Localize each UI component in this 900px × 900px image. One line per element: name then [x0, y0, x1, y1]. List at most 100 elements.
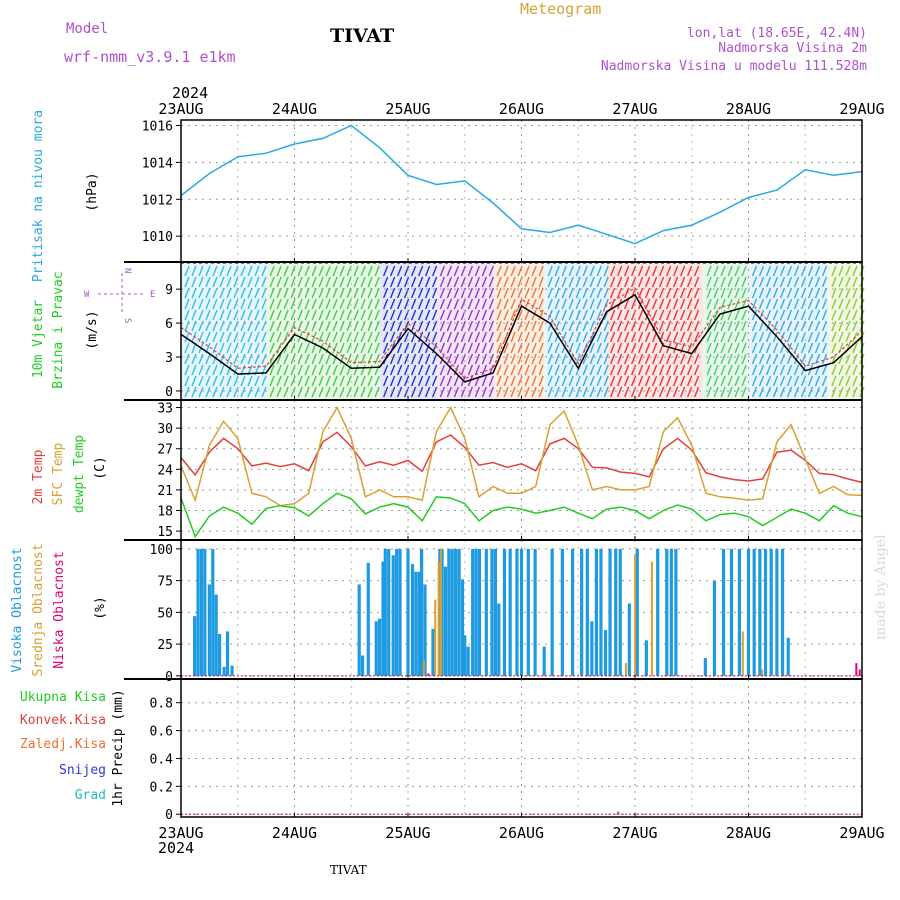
wind-barb — [318, 309, 324, 321]
wind-barb — [603, 298, 609, 310]
wind-barb — [779, 386, 786, 398]
wind-barb — [184, 353, 190, 365]
bar-visoka-oblacnost — [746, 548, 751, 676]
wind-barb — [467, 375, 474, 387]
wind-barb — [446, 342, 453, 354]
wind-barb — [786, 309, 793, 321]
wind-barb — [772, 353, 779, 365]
wind-barb — [554, 309, 560, 321]
bar-visoka-oblacnost — [721, 548, 726, 676]
wind-barb — [637, 320, 644, 332]
wind-barb — [561, 375, 567, 387]
wind-barb — [713, 320, 719, 332]
wind-barb — [410, 375, 417, 387]
lonlat-label: lon,lat (18.65E, 42.4N) — [687, 26, 867, 41]
wind-barb — [339, 353, 345, 365]
wind-barb — [779, 265, 786, 277]
bar-visoka-oblacnost — [712, 580, 717, 676]
wind-barb — [510, 298, 516, 310]
wind-barb — [686, 276, 693, 288]
wind-barb — [247, 386, 253, 398]
wind-barb — [603, 276, 609, 288]
wind-barb — [779, 287, 786, 299]
wind-barb — [304, 298, 310, 310]
bar-visoka-oblacnost — [603, 630, 608, 676]
wind-barb — [510, 375, 516, 387]
wind-barb — [431, 353, 438, 365]
wind-barb — [538, 298, 544, 310]
wind-barb — [589, 298, 595, 310]
wind-barb — [589, 342, 595, 354]
wind-barb — [686, 331, 693, 343]
wind-barb — [554, 386, 560, 398]
wind-barb — [219, 342, 225, 354]
wind-barb — [772, 386, 779, 398]
wind-barb — [212, 309, 218, 321]
wind-barb — [297, 287, 303, 299]
wind-barb — [339, 342, 345, 354]
wind-barb — [510, 276, 516, 288]
wind-barb — [741, 265, 747, 277]
wind-barb — [290, 265, 296, 277]
wind-barb — [852, 309, 858, 321]
wind-barb — [596, 298, 602, 310]
wind-barb — [325, 287, 331, 299]
wind-barb — [838, 309, 844, 321]
wind-barb — [793, 386, 800, 398]
wind-barb — [374, 375, 380, 387]
wind-barb — [403, 320, 410, 332]
wind-barb — [672, 309, 679, 321]
wind-barb — [424, 353, 431, 365]
wind-barb — [439, 364, 446, 376]
wind-barb — [623, 331, 630, 343]
wind-barb — [332, 298, 338, 310]
y-tick-label: 0 — [165, 808, 173, 823]
wind-barb — [403, 298, 410, 310]
wind-barb — [800, 375, 807, 387]
wind-barb — [531, 287, 537, 299]
wind-barb — [389, 298, 396, 310]
wind-barb — [561, 342, 567, 354]
wind-barb — [198, 309, 204, 321]
wind-barb — [720, 331, 726, 343]
wind-barb — [226, 375, 232, 387]
x-tick-label-bottom: 25AUG — [385, 824, 430, 842]
wind-barb — [713, 375, 719, 387]
wind-barb — [367, 287, 373, 299]
wind-barb — [679, 298, 686, 310]
bar-visoka-oblacnost — [383, 548, 387, 676]
wind-barb — [589, 309, 595, 321]
wind-barb — [318, 298, 324, 310]
wind-barb — [800, 364, 807, 376]
wind-barb — [616, 287, 623, 299]
wind-barb — [644, 386, 651, 398]
wind-barb — [446, 353, 453, 365]
wind-barb — [807, 287, 814, 299]
wind-barb — [679, 386, 686, 398]
wind-barb — [706, 276, 712, 288]
wind-barb — [261, 287, 267, 299]
wind-barb — [233, 298, 239, 310]
wind-barb — [247, 375, 253, 387]
wind-barb — [396, 342, 403, 354]
precip-legend-snow: Snijeg — [59, 763, 106, 778]
wind-barb — [453, 265, 460, 277]
bar-visoka-oblacnost — [635, 548, 639, 676]
wind-barb — [191, 364, 197, 376]
wind-barb — [554, 353, 560, 365]
bar-visoka-oblacnost — [217, 633, 222, 676]
wind-barb — [374, 386, 380, 398]
wind-barb — [318, 386, 324, 398]
wind-barb — [693, 276, 700, 288]
wind-barb — [734, 276, 740, 288]
wind-barb — [460, 287, 467, 299]
wind-barb — [524, 276, 530, 288]
wind-barb — [346, 386, 352, 398]
wind-barb — [623, 265, 630, 277]
wind-barb — [304, 309, 310, 321]
wind-barb — [191, 287, 197, 299]
wind-barb — [453, 287, 460, 299]
wind-barb — [845, 276, 851, 288]
wind-barb — [814, 386, 821, 398]
wind-barb — [623, 309, 630, 321]
